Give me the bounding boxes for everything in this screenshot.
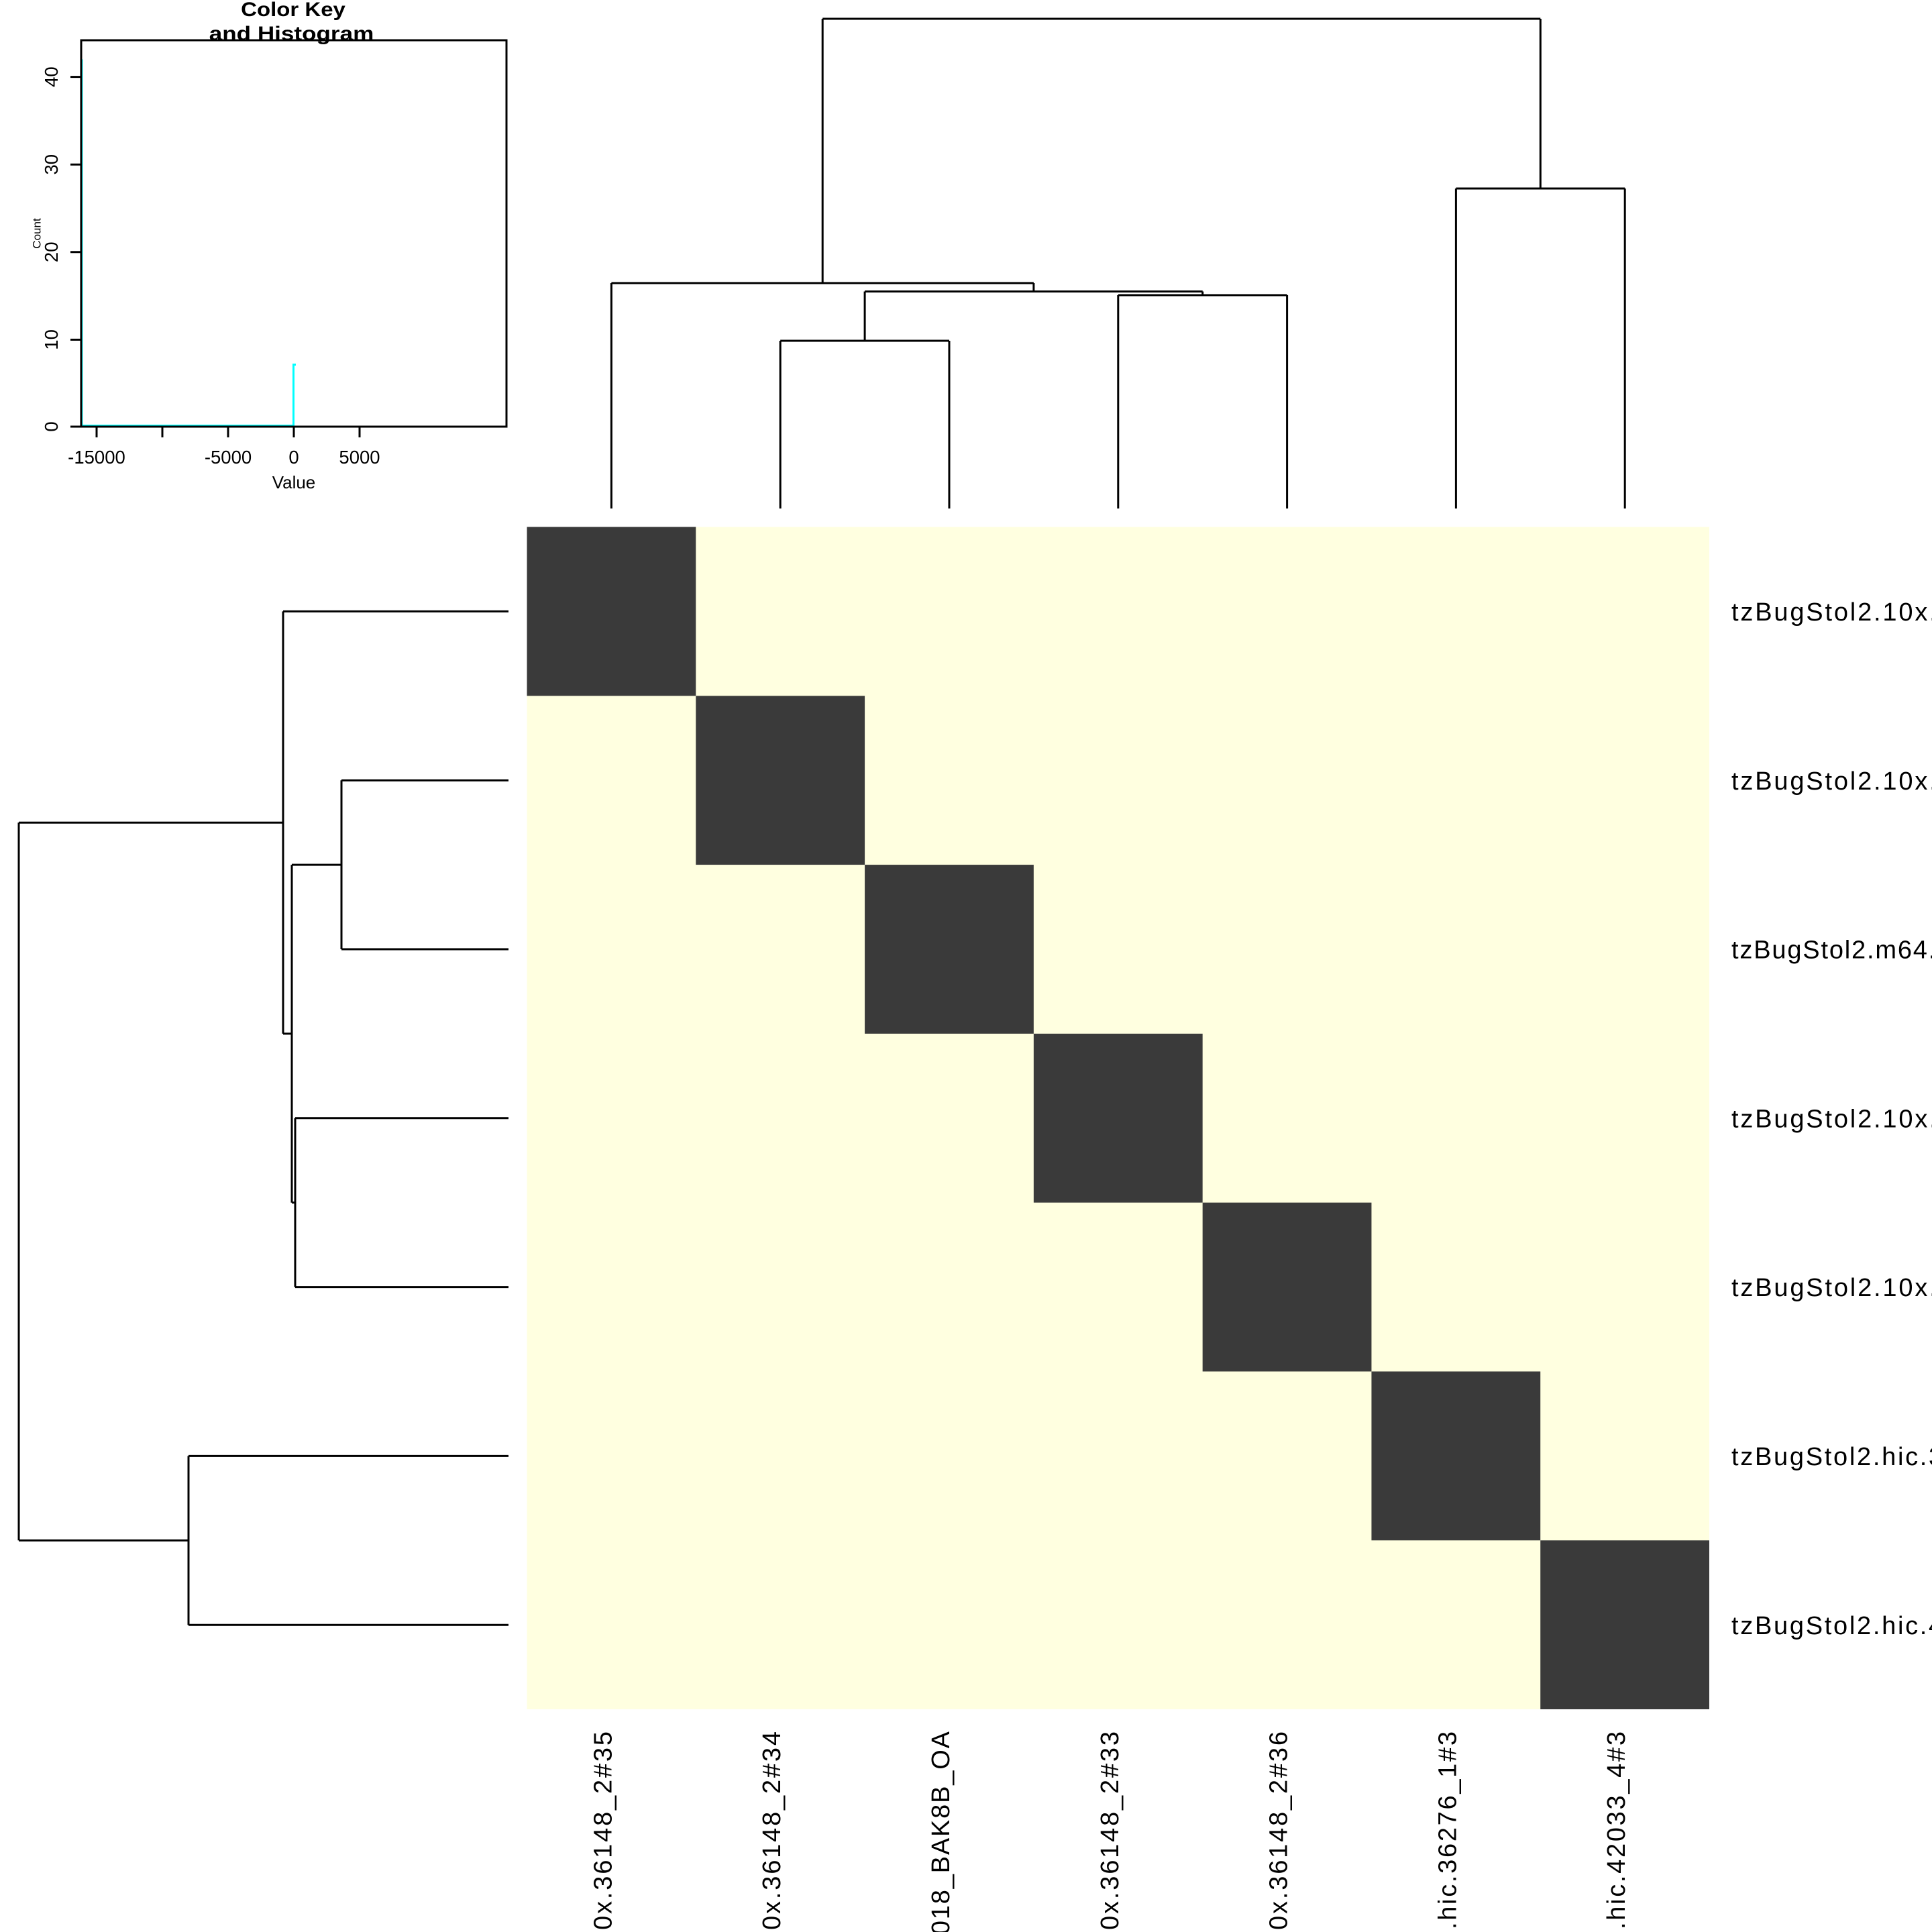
svg-text:tzBugStol2.10x.36148_2#35: tzBugStol2.10x.36148_2#35 [1731, 598, 1932, 627]
svg-text:Value: Value [272, 472, 316, 492]
svg-text:0: 0 [41, 421, 62, 431]
svg-text:40: 40 [41, 66, 62, 87]
svg-text:tzBugStol2.10x.36148_2#35: tzBugStol2.10x.36148_2#35 [589, 1731, 617, 1932]
svg-text:Color Key: Color Key [241, 0, 345, 21]
svg-text:tzBugStol2.m64.018_BAK8B_OA: tzBugStol2.m64.018_BAK8B_OA [927, 1731, 955, 1932]
svg-text:20: 20 [41, 242, 62, 263]
svg-text:10: 10 [41, 329, 62, 350]
svg-text:tzBugStol2.10x.36148_2#34: tzBugStol2.10x.36148_2#34 [1731, 767, 1932, 796]
svg-text:30: 30 [41, 154, 62, 175]
svg-text:-5000: -5000 [205, 447, 252, 468]
svg-text:Count: Count [31, 218, 44, 249]
svg-text:0: 0 [288, 447, 299, 468]
svg-text:5000: 5000 [339, 447, 380, 468]
svg-text:tzBugStol2.m64.018_BAK8B_OA: tzBugStol2.m64.018_BAK8B_OA [1731, 936, 1932, 965]
svg-text:-15000: -15000 [68, 447, 125, 468]
svg-text:tzBugStol2.hic.36276_1#3: tzBugStol2.hic.36276_1#3 [1434, 1731, 1462, 1932]
svg-text:tzBugStol2.10x.36148_2#33: tzBugStol2.10x.36148_2#33 [1096, 1731, 1124, 1932]
svg-text:tzBugStol2.10x.36148_2#34: tzBugStol2.10x.36148_2#34 [758, 1731, 786, 1932]
svg-text:tzBugStol2.10x.36148_2#36: tzBugStol2.10x.36148_2#36 [1265, 1731, 1293, 1932]
svg-text:tzBugStol2.10x.36148_2#36: tzBugStol2.10x.36148_2#36 [1731, 1274, 1932, 1302]
svg-text:tzBugStol2.hic.42033_4#3: tzBugStol2.hic.42033_4#3 [1603, 1731, 1631, 1932]
svg-text:tzBugStol2.10x.36148_2#33: tzBugStol2.10x.36148_2#33 [1731, 1105, 1932, 1133]
